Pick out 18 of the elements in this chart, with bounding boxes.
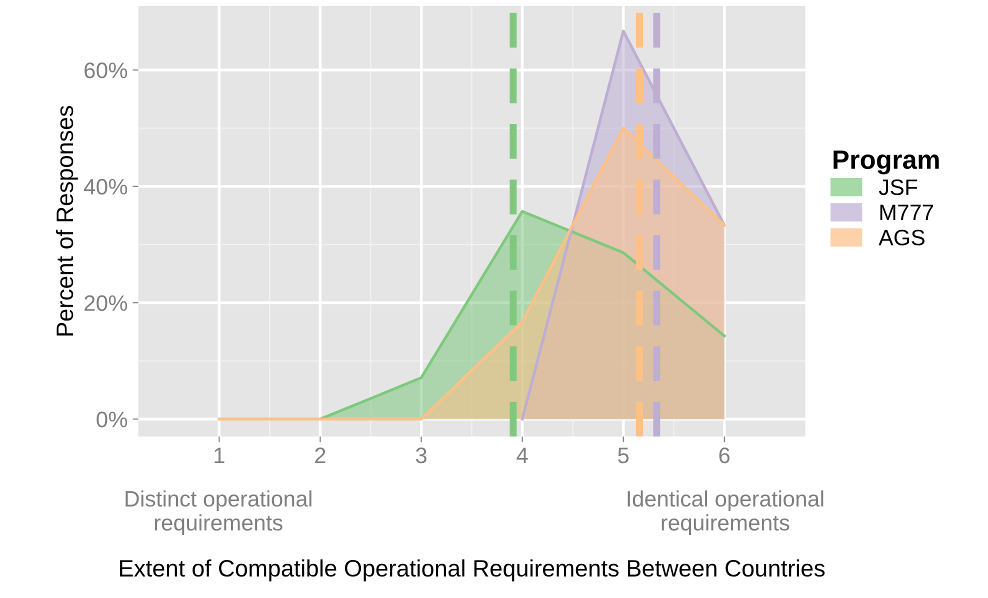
y-axis-title: Percent of Responses <box>56 106 78 336</box>
x-tick-label: 5 <box>618 448 629 464</box>
y-tick-label: 0% <box>96 412 128 428</box>
legend-label: AGS <box>878 230 924 246</box>
x-tick-label: 1 <box>214 448 224 464</box>
x-tick-label: 2 <box>315 448 326 464</box>
x-tick-label: 6 <box>719 448 730 464</box>
y-tick-label: 20% <box>84 295 128 311</box>
text: Identical operational requirements <box>628 490 824 536</box>
x-tick-label: 3 <box>416 448 426 464</box>
text: Distinct operational requirements <box>126 490 312 536</box>
y-tick-label: 60% <box>84 62 128 78</box>
y-tick-label: 40% <box>84 178 128 195</box>
legend-label: M777 <box>880 204 934 220</box>
legend-label: JSF <box>878 179 918 196</box>
x-tick-label: 4 <box>516 448 528 464</box>
x-axis-title: Extent of Compatible Operational Requirements Between Countries <box>120 559 825 582</box>
legend-title: Program <box>834 150 939 174</box>
